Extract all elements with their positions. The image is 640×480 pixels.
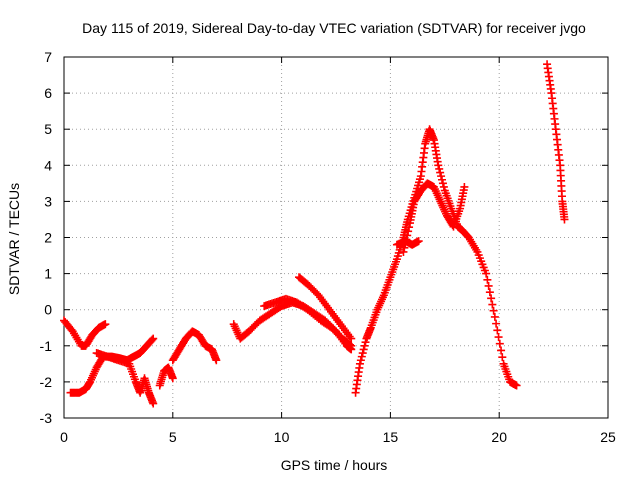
data-point [168,374,177,383]
data-point [347,341,356,350]
data-point [361,338,370,347]
y-tick-label: 1 [44,266,52,282]
series-track-l [543,60,569,224]
data-point [358,349,367,358]
series-track-k [392,237,423,249]
data-point [485,288,494,297]
y-tick-label: 5 [44,121,52,137]
data-point [356,356,365,365]
data-point [212,356,221,365]
data-point [437,172,446,181]
data-point [438,179,447,188]
x-axis-label: GPS time / hours [281,457,388,473]
series-track-i [351,125,521,397]
series-track-a [60,316,110,350]
data-point [414,237,423,246]
series-track-c [92,349,158,408]
data-point [439,182,448,191]
data-point [347,334,356,343]
series-track-g [260,294,356,350]
series-track-h [295,273,356,343]
series-track-e [168,327,221,365]
data-point [490,312,499,321]
data-point [404,227,413,236]
y-tick-label: 3 [44,193,52,209]
data-point [460,182,469,191]
y-tick-label: 6 [44,85,52,101]
y-axis-label: SDTVAR / TECUs [6,183,22,295]
y-tick-label: 4 [44,157,52,173]
data-point [492,319,501,328]
data-point [494,333,503,342]
data-point [360,341,369,350]
data-point [435,164,444,173]
data-point [495,339,504,348]
y-tick-label: -3 [40,410,53,426]
data-point [405,223,414,232]
data-point [101,320,110,329]
data-point [149,334,158,343]
grid [64,57,608,418]
axis-ticks: 0 5 10 15 20 25 -3 -2 -1 0 1 2 3 4 5 6 7 [40,49,616,445]
series-track-d [155,363,177,390]
x-tick-label: 20 [491,429,507,445]
data-point [483,275,492,284]
data-point [497,346,506,355]
y-tick-label: -2 [40,374,53,390]
data-point [484,281,493,290]
x-tick-label: 5 [169,429,177,445]
data-point [436,168,445,177]
y-tick-label: 7 [44,49,52,65]
data-point [560,215,569,224]
series-track-f [229,298,356,354]
data-point [489,306,498,315]
chart-title: Day 115 of 2019, Sidereal Day-to-day VTE… [82,20,586,36]
data-point [149,399,158,408]
data-point [493,326,502,335]
data-point [399,247,408,256]
x-tick-label: 10 [274,429,290,445]
data-point [488,300,497,309]
data-point [512,381,521,390]
data-point [434,161,443,170]
y-tick-label: 2 [44,230,52,246]
data-point [345,340,354,349]
data-point [438,175,447,184]
x-tick-label: 0 [60,429,68,445]
data-point [148,335,157,344]
data-point [482,269,491,278]
data-point [357,352,366,361]
data-point [355,359,364,368]
x-tick-label: 25 [600,429,616,445]
data-point [359,345,368,354]
data-point [498,353,507,362]
y-tick-label: -1 [40,338,53,354]
data-point [487,294,496,303]
y-tick-label: 0 [44,302,52,318]
data-points [60,60,569,408]
x-tick-label: 15 [383,429,399,445]
